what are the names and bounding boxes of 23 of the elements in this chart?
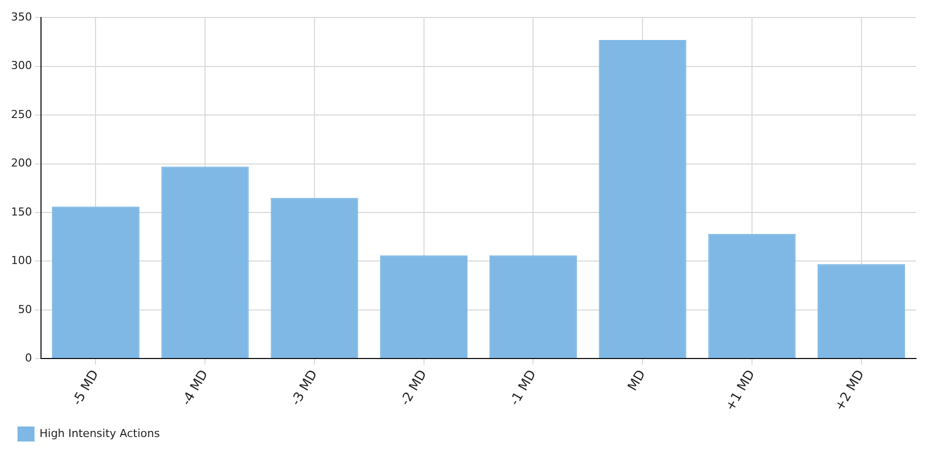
y-tick-label: 0 — [24, 352, 32, 364]
x-tick-label: -5 MD — [70, 368, 102, 408]
bar — [708, 234, 796, 358]
y-tick-label: 100 — [10, 254, 32, 268]
y-tick-label: 200 — [10, 156, 32, 170]
x-tick-label: MD — [625, 368, 649, 394]
y-tick-label: 250 — [10, 108, 32, 121]
bar — [52, 206, 140, 358]
x-tick-label: +1 MD — [723, 368, 758, 414]
bar — [161, 166, 249, 358]
bar — [818, 264, 906, 358]
x-tick-label: -4 MD — [179, 368, 212, 408]
bar — [270, 198, 358, 358]
x-tick-label: +2 MD — [832, 368, 868, 414]
legend-label: High Intensity Actions — [40, 426, 160, 440]
y-tick-label: 350 — [10, 10, 32, 24]
x-tick-label: -2 MD — [398, 368, 430, 408]
y-tick-label: 300 — [10, 59, 32, 72]
x-tick-label: -3 MD — [288, 368, 321, 408]
y-tick-label: 50 — [18, 302, 32, 316]
bar — [598, 40, 686, 358]
x-tick-label: -1 MD — [507, 368, 540, 408]
y-tick-label: 150 — [10, 205, 32, 218]
